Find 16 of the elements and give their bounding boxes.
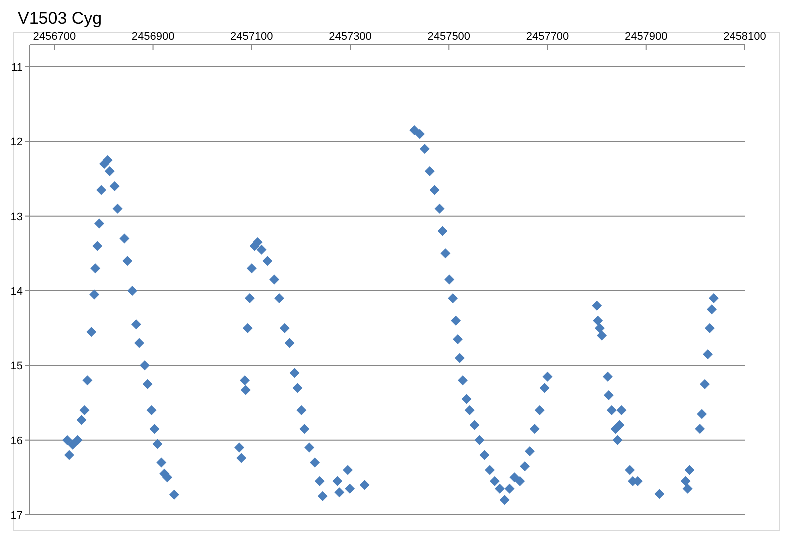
x-tick-label: 2457100 — [230, 31, 274, 43]
x-tick-label: 2458100 — [724, 31, 766, 43]
chart-title: V1503 Cyg — [18, 9, 102, 28]
y-tick-label: 16 — [10, 435, 23, 448]
y-tick-label: 11 — [12, 62, 23, 74]
y-tick-label: 15 — [10, 360, 23, 373]
y-tick-label: 12 — [10, 136, 23, 149]
y-tick-label: 14 — [10, 286, 23, 298]
x-tick-label: 2457500 — [428, 31, 471, 43]
y-tick-label: 17 — [10, 510, 23, 522]
x-tick-label: 2456900 — [132, 31, 175, 43]
x-tick-label: 2456700 — [33, 31, 76, 43]
x-tick-label: 2457300 — [329, 31, 372, 43]
x-tick-label: 2457900 — [624, 31, 668, 43]
y-tick-label: 13 — [10, 211, 23, 224]
x-tick-label: 2457700 — [526, 31, 570, 43]
